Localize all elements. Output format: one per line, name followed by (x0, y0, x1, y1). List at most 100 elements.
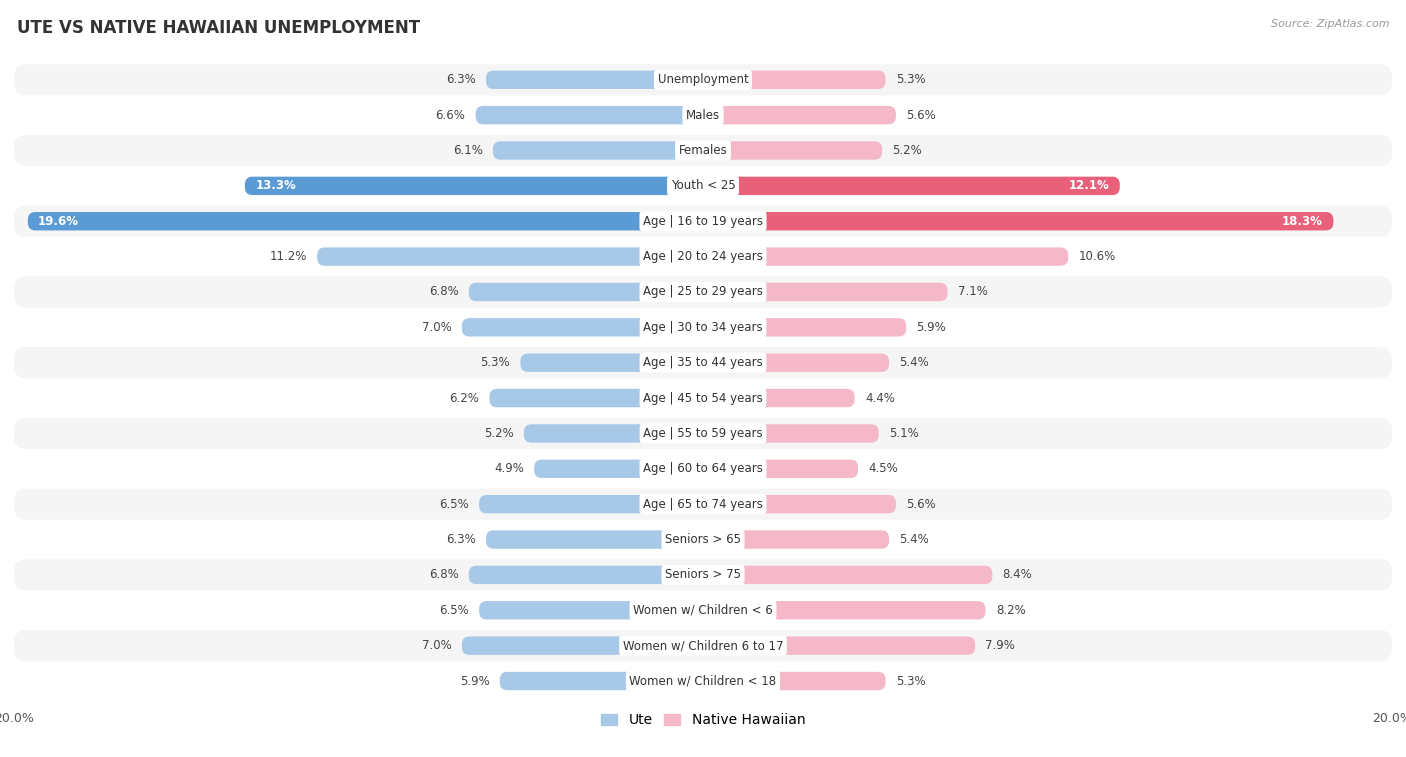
FancyBboxPatch shape (14, 595, 1392, 626)
FancyBboxPatch shape (703, 671, 886, 690)
FancyBboxPatch shape (14, 347, 1392, 378)
Text: 5.3%: 5.3% (481, 357, 510, 369)
Text: 7.1%: 7.1% (957, 285, 988, 298)
Text: Males: Males (686, 109, 720, 122)
FancyBboxPatch shape (703, 318, 907, 337)
FancyBboxPatch shape (479, 601, 703, 619)
FancyBboxPatch shape (703, 176, 1119, 195)
Text: Age | 60 to 64 years: Age | 60 to 64 years (643, 463, 763, 475)
Text: Women w/ Children 6 to 17: Women w/ Children 6 to 17 (623, 639, 783, 652)
FancyBboxPatch shape (14, 135, 1392, 166)
FancyBboxPatch shape (14, 630, 1392, 661)
FancyBboxPatch shape (489, 389, 703, 407)
Text: 19.6%: 19.6% (38, 215, 79, 228)
Text: 13.3%: 13.3% (256, 179, 295, 192)
FancyBboxPatch shape (468, 565, 703, 584)
FancyBboxPatch shape (14, 665, 1392, 696)
FancyBboxPatch shape (499, 671, 703, 690)
Text: 5.2%: 5.2% (893, 144, 922, 157)
FancyBboxPatch shape (14, 64, 1392, 95)
Text: 7.0%: 7.0% (422, 321, 451, 334)
FancyBboxPatch shape (520, 354, 703, 372)
FancyBboxPatch shape (703, 459, 858, 478)
Text: Age | 16 to 19 years: Age | 16 to 19 years (643, 215, 763, 228)
Text: 5.6%: 5.6% (907, 497, 936, 511)
Text: 6.6%: 6.6% (436, 109, 465, 122)
FancyBboxPatch shape (318, 248, 703, 266)
Text: 6.1%: 6.1% (453, 144, 482, 157)
Text: 6.5%: 6.5% (439, 497, 468, 511)
FancyBboxPatch shape (703, 601, 986, 619)
FancyBboxPatch shape (475, 106, 703, 124)
FancyBboxPatch shape (703, 424, 879, 443)
Text: 7.0%: 7.0% (422, 639, 451, 652)
Text: 8.2%: 8.2% (995, 604, 1025, 617)
Text: 7.9%: 7.9% (986, 639, 1015, 652)
FancyBboxPatch shape (703, 142, 882, 160)
Text: 6.3%: 6.3% (446, 73, 475, 86)
Text: 6.8%: 6.8% (429, 285, 458, 298)
FancyBboxPatch shape (461, 318, 703, 337)
FancyBboxPatch shape (703, 565, 993, 584)
Text: 8.4%: 8.4% (1002, 569, 1032, 581)
FancyBboxPatch shape (14, 170, 1392, 201)
FancyBboxPatch shape (14, 100, 1392, 131)
FancyBboxPatch shape (703, 283, 948, 301)
FancyBboxPatch shape (486, 70, 703, 89)
FancyBboxPatch shape (14, 276, 1392, 307)
Text: 6.5%: 6.5% (439, 604, 468, 617)
Text: Females: Females (679, 144, 727, 157)
FancyBboxPatch shape (703, 637, 976, 655)
FancyBboxPatch shape (703, 531, 889, 549)
Legend: Ute, Native Hawaiian: Ute, Native Hawaiian (595, 708, 811, 733)
Text: 4.5%: 4.5% (869, 463, 898, 475)
Text: 11.2%: 11.2% (270, 250, 307, 263)
FancyBboxPatch shape (14, 524, 1392, 555)
FancyBboxPatch shape (14, 559, 1392, 590)
FancyBboxPatch shape (703, 212, 1333, 230)
FancyBboxPatch shape (14, 312, 1392, 343)
Text: Seniors > 65: Seniors > 65 (665, 533, 741, 546)
FancyBboxPatch shape (28, 212, 703, 230)
Text: 5.9%: 5.9% (917, 321, 946, 334)
FancyBboxPatch shape (479, 495, 703, 513)
Text: Women w/ Children < 6: Women w/ Children < 6 (633, 604, 773, 617)
Text: 4.9%: 4.9% (494, 463, 524, 475)
Text: Age | 55 to 59 years: Age | 55 to 59 years (643, 427, 763, 440)
FancyBboxPatch shape (468, 283, 703, 301)
Text: 12.1%: 12.1% (1069, 179, 1109, 192)
FancyBboxPatch shape (703, 354, 889, 372)
FancyBboxPatch shape (703, 495, 896, 513)
FancyBboxPatch shape (703, 106, 896, 124)
Text: UTE VS NATIVE HAWAIIAN UNEMPLOYMENT: UTE VS NATIVE HAWAIIAN UNEMPLOYMENT (17, 19, 420, 37)
FancyBboxPatch shape (494, 142, 703, 160)
FancyBboxPatch shape (703, 248, 1069, 266)
Text: 6.8%: 6.8% (429, 569, 458, 581)
FancyBboxPatch shape (14, 488, 1392, 520)
FancyBboxPatch shape (14, 453, 1392, 484)
Text: 5.6%: 5.6% (907, 109, 936, 122)
Text: Age | 65 to 74 years: Age | 65 to 74 years (643, 497, 763, 511)
FancyBboxPatch shape (14, 241, 1392, 273)
Text: Source: ZipAtlas.com: Source: ZipAtlas.com (1271, 19, 1389, 29)
FancyBboxPatch shape (245, 176, 703, 195)
FancyBboxPatch shape (14, 418, 1392, 449)
Text: Age | 25 to 29 years: Age | 25 to 29 years (643, 285, 763, 298)
FancyBboxPatch shape (703, 389, 855, 407)
Text: 10.6%: 10.6% (1078, 250, 1116, 263)
Text: Age | 30 to 34 years: Age | 30 to 34 years (643, 321, 763, 334)
FancyBboxPatch shape (534, 459, 703, 478)
Text: 6.2%: 6.2% (450, 391, 479, 404)
Text: Women w/ Children < 18: Women w/ Children < 18 (630, 674, 776, 687)
Text: 5.2%: 5.2% (484, 427, 513, 440)
FancyBboxPatch shape (14, 382, 1392, 413)
FancyBboxPatch shape (524, 424, 703, 443)
FancyBboxPatch shape (703, 70, 886, 89)
FancyBboxPatch shape (461, 637, 703, 655)
FancyBboxPatch shape (486, 531, 703, 549)
Text: 6.3%: 6.3% (446, 533, 475, 546)
Text: 5.1%: 5.1% (889, 427, 918, 440)
Text: 5.4%: 5.4% (900, 357, 929, 369)
Text: 18.3%: 18.3% (1282, 215, 1323, 228)
Text: 5.3%: 5.3% (896, 674, 925, 687)
